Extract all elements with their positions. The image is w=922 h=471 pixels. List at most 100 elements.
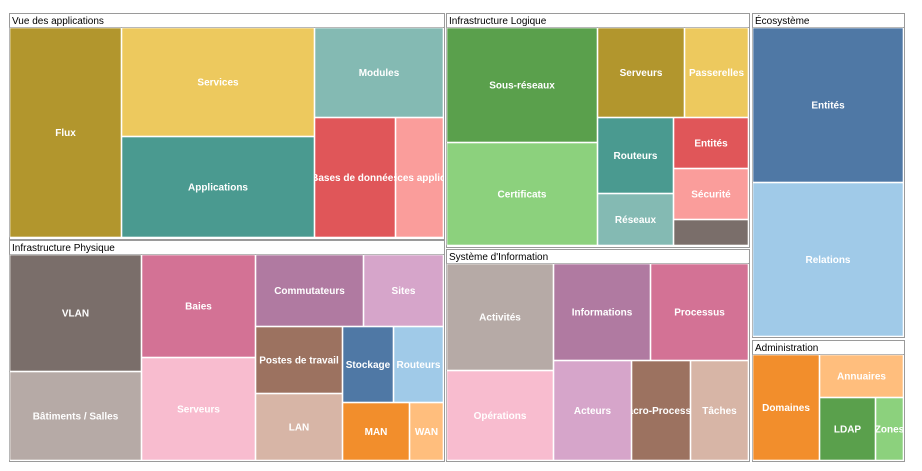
treemap-cell-label: Zones <box>875 425 905 436</box>
treemap-cell-rect[interactable] <box>342 326 394 403</box>
treemap-cell-modules[interactable]: Modules <box>314 27 444 118</box>
treemap-cell-rect[interactable] <box>121 136 315 238</box>
treemap-cell-stockage[interactable]: Stockage <box>342 326 394 403</box>
treemap-cell-reseaux[interactable]: Réseaux <box>597 193 674 246</box>
treemap-cell-rect[interactable] <box>141 254 256 358</box>
treemap-cell-rect[interactable] <box>553 360 632 461</box>
treemap-cell-rect[interactable] <box>255 393 343 461</box>
treemap-cell-services-applicatifs[interactable]: Services applicatifs <box>373 117 467 238</box>
treemap-cell-domaines[interactable]: Domaines <box>752 354 820 461</box>
treemap-cell-baies[interactable]: Baies <box>141 254 256 358</box>
treemap-cell-rect[interactable] <box>9 27 122 238</box>
treemap-cell-informations[interactable]: Informations <box>553 263 651 361</box>
treemap-cell-rect[interactable] <box>255 326 343 394</box>
treemap-cell-rect[interactable] <box>395 117 444 238</box>
treemap-cell-rect[interactable] <box>314 117 396 238</box>
treemap-cell-label: Postes de travail <box>259 356 339 367</box>
treemap-cell-rect[interactable] <box>446 263 554 371</box>
treemap-cell-rect[interactable] <box>650 263 749 361</box>
treemap-cell-passerelles[interactable]: Passerelles <box>684 27 749 118</box>
treemap-cell-label: Relations <box>805 255 850 266</box>
treemap-cell-rect[interactable] <box>597 117 674 194</box>
treemap-cell-sous-reseaux[interactable]: Sous-réseaux <box>446 27 598 143</box>
treemap-cell-rect[interactable] <box>446 27 598 143</box>
group-vue-des-applications: Vue des applications Flux Services Applicat… <box>9 13 467 240</box>
treemap-cell-label: Routeurs <box>397 360 441 371</box>
treemap-cell-rect[interactable] <box>875 397 904 461</box>
treemap-cell-zones[interactable]: Zones <box>875 397 905 461</box>
treemap-cell-flux[interactable]: Flux <box>9 27 122 238</box>
treemap-cell-label: Réseaux <box>615 215 657 226</box>
treemap-cell-processus[interactable]: Processus <box>650 263 749 361</box>
treemap-cell-rect[interactable] <box>314 27 444 118</box>
treemap-cell-rect[interactable] <box>819 354 904 398</box>
treemap-cell-routeurs[interactable]: Routeurs <box>597 117 674 194</box>
treemap-cell-services[interactable]: Services <box>121 27 315 137</box>
treemap-cell-rect[interactable] <box>393 326 444 403</box>
treemap-cell-entites[interactable]: Entités <box>673 117 749 169</box>
treemap-cell-serveurs[interactable]: Serveurs <box>141 357 256 461</box>
treemap-cell-certificats[interactable]: Certificats <box>446 142 598 246</box>
treemap-cell-bases-de-donnees[interactable]: Bases de données <box>311 117 399 238</box>
treemap-cell-rect[interactable] <box>342 402 410 461</box>
group-infrastructure-logique: Infrastructure Logique Sous-réseaux Certif… <box>446 13 750 248</box>
group-title: Vue des applications <box>12 16 104 27</box>
treemap-cell-man[interactable]: MAN <box>342 402 410 461</box>
treemap-cell-rect[interactable] <box>819 397 876 461</box>
treemap-cell-lan[interactable]: LAN <box>255 393 343 461</box>
treemap-cell-entites[interactable]: Entités <box>752 27 904 183</box>
treemap-cell-label: Macro-Processus <box>619 406 703 417</box>
treemap-cell-rect[interactable] <box>752 27 904 183</box>
group-title: Système d'Information <box>449 252 548 263</box>
treemap-cell-rect[interactable] <box>9 254 142 372</box>
treemap-cell-taches[interactable]: Tâches <box>690 360 749 461</box>
treemap-cell-annuaires[interactable]: Annuaires <box>819 354 904 398</box>
treemap-cell-relations[interactable]: Relations <box>752 182 904 337</box>
treemap-cell-rect[interactable] <box>752 354 820 461</box>
treemap-cell-label: Domaines <box>762 403 810 414</box>
treemap-cell-applications[interactable]: Applications <box>121 136 315 238</box>
treemap-cell-rect[interactable] <box>631 360 691 461</box>
treemap-cell-rect[interactable] <box>255 254 364 327</box>
treemap-cell-label: Services applicatifs <box>373 173 467 184</box>
treemap-cell-batiments-salles[interactable]: Bâtiments / Salles <box>9 371 142 461</box>
treemap-cell-commutateurs[interactable]: Commutateurs <box>255 254 364 327</box>
treemap-cell-rect[interactable] <box>141 357 256 461</box>
treemap-cell-rect[interactable] <box>409 402 444 461</box>
treemap-cell-rect[interactable] <box>690 360 749 461</box>
treemap-cell-rect[interactable] <box>684 27 749 118</box>
treemap-cell-sites[interactable]: Sites <box>363 254 444 327</box>
treemap-cell-rect[interactable] <box>363 254 444 327</box>
treemap-cell-serveurs[interactable]: Serveurs <box>597 27 685 118</box>
treemap-cell-label: Acteurs <box>574 406 612 417</box>
treemap-cell-rect[interactable] <box>446 142 598 246</box>
treemap-cell-rect[interactable] <box>597 193 674 246</box>
treemap-cell-unlabeled[interactable] <box>673 219 749 246</box>
treemap-cell-label: Bâtiments / Salles <box>33 412 119 423</box>
treemap-cell-rect[interactable] <box>9 371 142 461</box>
treemap-cell-label: Serveurs <box>177 405 220 416</box>
treemap-cell-wan[interactable]: WAN <box>409 402 444 461</box>
treemap-cell-acteurs[interactable]: Acteurs <box>553 360 632 461</box>
treemap-cell-rect[interactable] <box>446 370 554 461</box>
treemap-cell-rect[interactable] <box>673 168 749 220</box>
treemap-cell-rect[interactable] <box>597 27 685 118</box>
treemap-cell-securite[interactable]: Sécurité <box>673 168 749 220</box>
treemap-cell-rect[interactable] <box>121 27 315 137</box>
treemap-cell-ldap[interactable]: LDAP <box>819 397 876 461</box>
treemap-cell-vlan[interactable]: VLAN <box>9 254 142 372</box>
treemap-cell-rect[interactable] <box>673 117 749 169</box>
group-title: Infrastructure Physique <box>12 243 115 254</box>
treemap-cell-label: Opérations <box>474 411 527 422</box>
treemap-cell-operations[interactable]: Opérations <box>446 370 554 461</box>
treemap-cell-activites[interactable]: Activités <box>446 263 554 371</box>
treemap-cell-label: Sécurité <box>691 190 731 201</box>
treemap-cell-routeurs[interactable]: Routeurs <box>393 326 444 403</box>
treemap-cell-postes-de-travail[interactable]: Postes de travail <box>255 326 343 394</box>
group-administration: Administration Domaines Annuaires LDAP Zones <box>752 340 905 462</box>
treemap-cell-rect[interactable] <box>752 182 904 337</box>
treemap-cell-rect[interactable] <box>553 263 651 361</box>
treemap-cell-macro-processus[interactable]: Macro-Processus <box>619 360 703 461</box>
treemap-cell-rect[interactable] <box>673 219 749 246</box>
treemap-cell-label: Baies <box>185 302 212 313</box>
